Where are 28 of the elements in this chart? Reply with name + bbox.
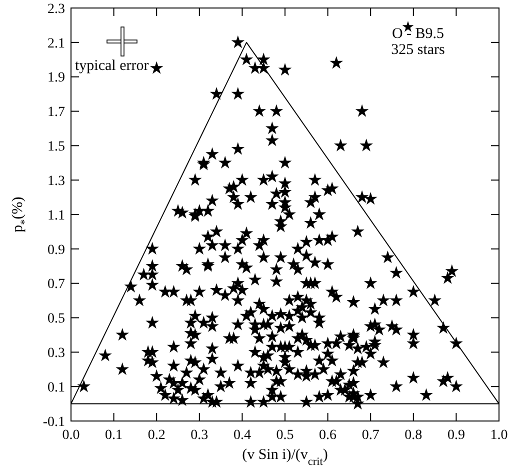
x-tick-label: 0.1: [105, 428, 123, 443]
x-tick-label: 0.8: [404, 428, 422, 443]
y-tick-label: 1.5: [48, 140, 65, 155]
x-axis-title: (v Sin i)/(v$_{crit}$): [242, 447, 328, 466]
y-tick-label: 2.1: [48, 36, 65, 52]
x-tick-label: 0.0: [62, 428, 80, 443]
annotation: typical error: [75, 58, 149, 74]
x-tick-label: 0.4: [233, 428, 251, 443]
x-tick-label: 0.9: [447, 428, 465, 443]
y-tick-label: -0.1: [42, 414, 65, 430]
y-tick-label: 0.3: [48, 346, 65, 362]
y-tick-label: 0.5: [48, 312, 65, 327]
y-tick-label: 1.3: [48, 174, 65, 189]
x-tick-label: 0.2: [148, 428, 166, 443]
y-tick-label: 2.3: [48, 2, 65, 17]
y-tick-label: 1.7: [48, 105, 65, 120]
x-tick-label: 1.0: [490, 428, 508, 443]
y-tick-label: 1.9: [48, 70, 65, 86]
annotation: O - B9.5: [392, 26, 444, 42]
x-tick-label: 0.3: [190, 428, 208, 443]
y-tick-label: 0.1: [48, 380, 65, 396]
x-tick-label: 0.7: [362, 428, 380, 443]
y-tick-label: 0.9: [48, 242, 65, 258]
annotation: 325 stars: [391, 42, 446, 58]
y-tick-label: 1.1: [48, 208, 65, 224]
x-tick-label: 0.5: [276, 428, 294, 443]
x-tick-label: 0.6: [319, 428, 337, 443]
y-tick-label: 0.7: [48, 277, 65, 292]
